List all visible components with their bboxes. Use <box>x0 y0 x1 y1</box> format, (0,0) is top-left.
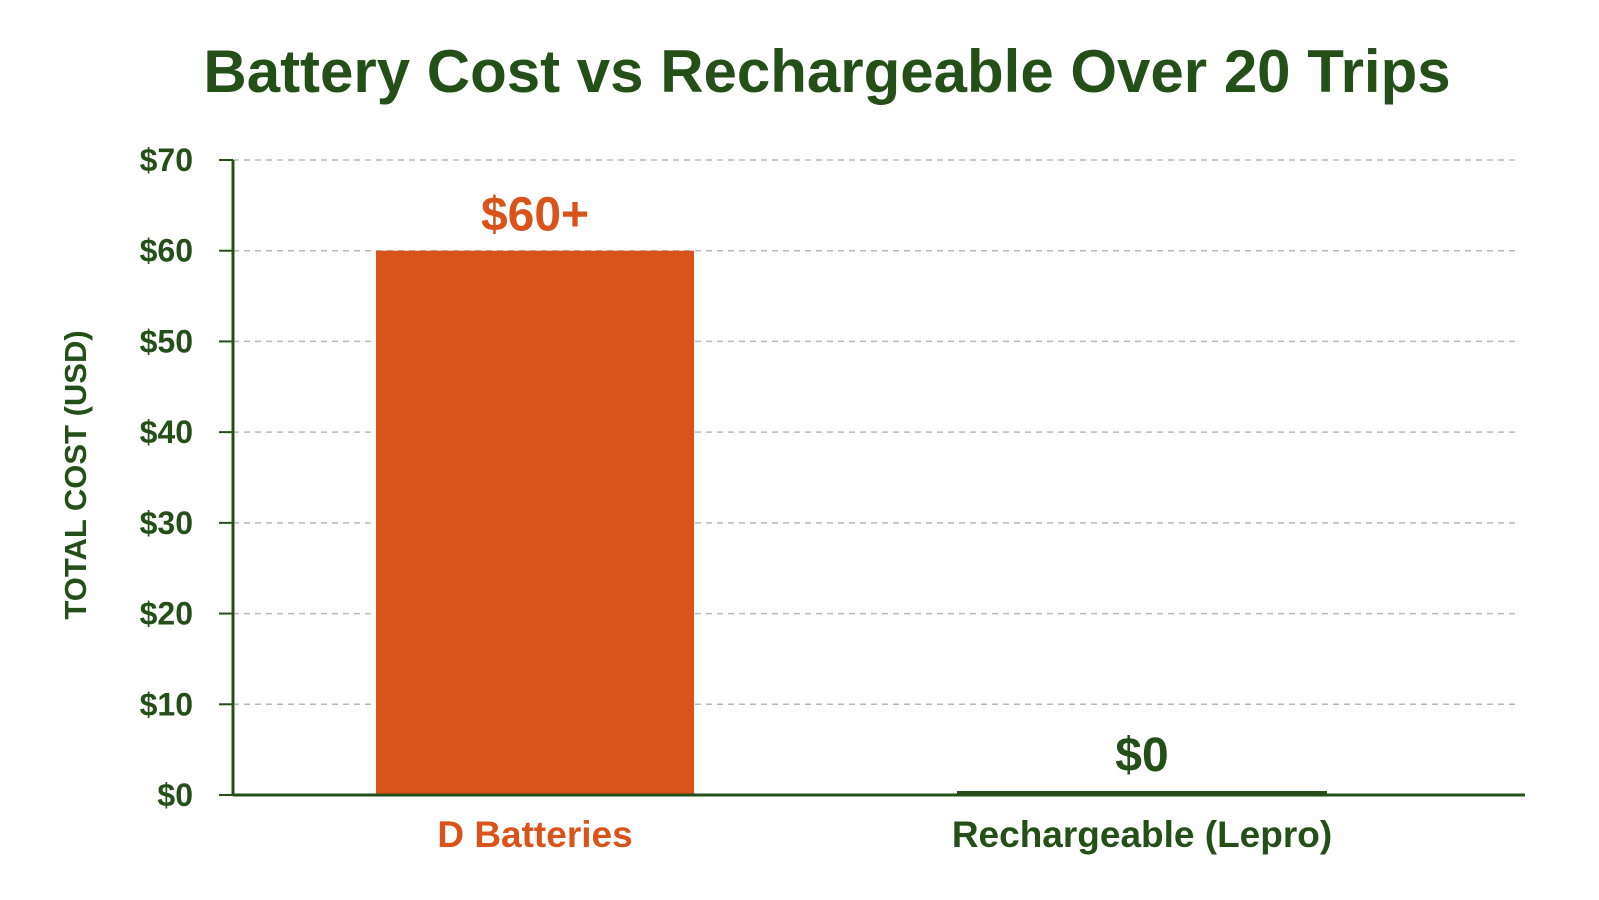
y-tick-label: $10 <box>140 686 193 722</box>
y-tick-label: $60 <box>140 233 193 269</box>
bar-labels: $60+ D Batteries $0 Rechargeable (Lepro) <box>437 189 1332 855</box>
y-tick-label: $0 <box>157 777 193 813</box>
chart-title: Battery Cost vs Rechargeable Over 20 Tri… <box>203 38 1450 105</box>
bars <box>376 250 1327 795</box>
x-category-label: Rechargeable (Lepro) <box>952 814 1332 855</box>
y-tick-label: $70 <box>140 142 193 178</box>
y-tick-label: $30 <box>140 505 193 541</box>
y-tick-label: $50 <box>140 323 193 359</box>
y-tick-label: $40 <box>140 414 193 450</box>
bar-value-label: $0 <box>1115 729 1168 782</box>
bar-value-label: $60+ <box>481 189 589 242</box>
bar-d-batteries <box>376 250 694 795</box>
y-axis-label: TOTAL COST (USD) <box>58 330 93 619</box>
x-category-label: D Batteries <box>437 814 632 855</box>
y-axis-ticks: $0 $10 $20 $30 $40 $50 $60 $70 <box>140 142 233 813</box>
y-tick-label: $20 <box>140 596 193 632</box>
bar-rechargeable-lepro <box>957 791 1327 795</box>
